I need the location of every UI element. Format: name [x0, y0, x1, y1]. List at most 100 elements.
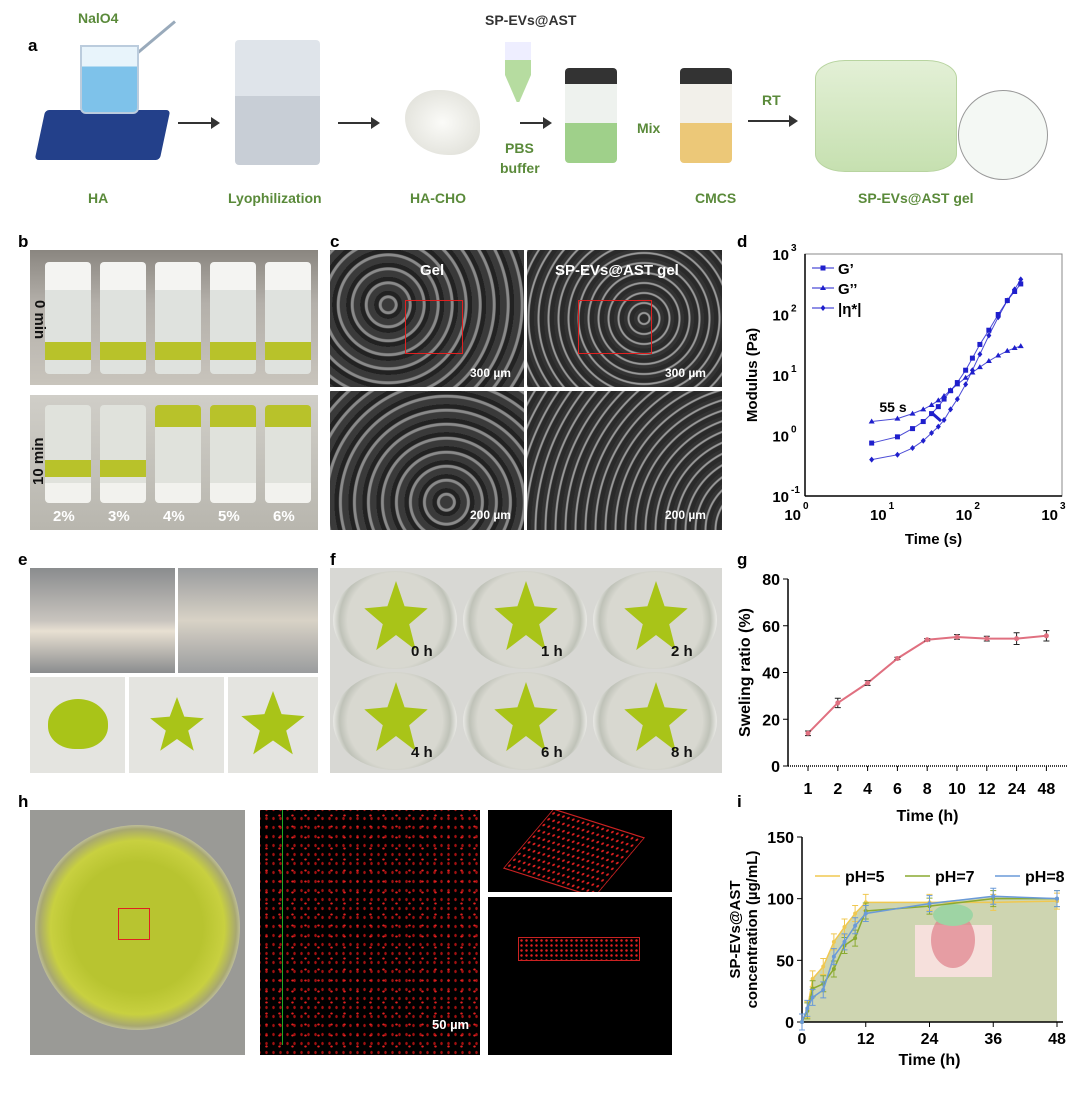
data-point	[910, 445, 916, 452]
x-tick-label: 10	[956, 507, 973, 524]
vial-inverted	[210, 405, 256, 503]
arrow-icon	[520, 117, 552, 129]
data-point	[865, 680, 871, 686]
annotation-55s: 55 s	[879, 399, 906, 415]
data-point	[894, 451, 900, 458]
finger-gel-photo-1	[30, 568, 175, 673]
x-axis-label: Time (s)	[905, 531, 962, 548]
time-label: 1 h	[541, 643, 563, 660]
x-tick-label: 6	[893, 781, 902, 798]
data-point	[962, 374, 969, 380]
x-tick-label: 12	[857, 1031, 875, 1048]
buffer-label: buffer	[500, 160, 540, 176]
panel-label-e: e	[18, 550, 28, 569]
vial-top	[45, 262, 91, 374]
vial-inverted	[100, 405, 146, 503]
data-point	[800, 1020, 804, 1024]
scale-bar-50: 50 µm	[432, 1017, 470, 1032]
series-line-2	[871, 279, 1022, 461]
data-point	[821, 964, 826, 969]
ha-label: HA	[88, 190, 109, 206]
y-tick-label: 50	[776, 953, 794, 970]
data-point	[984, 636, 990, 642]
data-point	[977, 341, 983, 347]
vial-top	[155, 262, 201, 374]
x-tick-label: 12	[978, 781, 996, 798]
time-label: 4 h	[411, 744, 433, 761]
zoom-circle-icon	[958, 90, 1048, 180]
data-point	[1018, 276, 1024, 283]
concentration-label: 5%	[218, 508, 240, 525]
data-point	[1004, 297, 1010, 304]
data-point	[963, 367, 969, 373]
data-point	[929, 429, 935, 436]
confocal-image	[260, 810, 480, 1055]
finger-gel-photo-2	[178, 568, 318, 673]
vial-inverted	[155, 405, 201, 503]
data-point	[909, 410, 916, 416]
confocal-3d-view	[488, 810, 672, 892]
gel-title: Gel	[420, 262, 445, 279]
panel-label-h: h	[18, 792, 29, 811]
beaker-icon	[80, 45, 139, 114]
data-point	[894, 434, 900, 440]
vial-top	[100, 262, 146, 374]
data-point	[986, 327, 992, 333]
y-axis-label-2: concentration (µg/mL)	[744, 851, 761, 1009]
data-point	[831, 954, 836, 959]
x-tick-label: 10	[1041, 507, 1058, 524]
data-point	[810, 976, 815, 981]
confocal-side-view	[488, 897, 672, 1055]
scale-bar-200: 200 µm	[470, 508, 511, 522]
data-point	[853, 923, 858, 928]
concentration-label: 4%	[163, 508, 185, 525]
x-tick-label: 24	[1008, 781, 1026, 798]
panel-label-a: a	[28, 36, 38, 55]
data-point	[920, 437, 926, 444]
sem-sp-gel-high-mag	[527, 391, 722, 530]
time-label: 8 h	[671, 744, 693, 761]
data-point	[835, 700, 841, 706]
sem-gel-low-mag	[330, 250, 524, 387]
lyophilizer-icon	[235, 40, 320, 165]
vial-inverted	[45, 405, 91, 503]
data-point	[1012, 286, 1018, 293]
concentration-label: 6%	[273, 508, 295, 525]
data-point	[810, 995, 815, 1000]
data-point	[842, 925, 847, 930]
scale-bar-300: 300 µm	[665, 366, 706, 380]
data-point	[991, 894, 996, 899]
ha-cho-powder-icon	[405, 90, 480, 155]
sp-evs-ast-label: SP-EVs@AST	[485, 12, 577, 28]
x-axis-label: Time (h)	[897, 808, 959, 825]
sem-sp-gel-low-mag	[527, 250, 722, 387]
data-point	[920, 406, 927, 412]
annotation-arrow	[932, 412, 942, 423]
data-point	[1055, 896, 1059, 901]
x-tick-label: 48	[1038, 781, 1056, 798]
x-tick-label: 36	[984, 1031, 1002, 1048]
y-tick-exp: -1	[791, 485, 800, 496]
data-point	[929, 411, 935, 417]
y-tick-exp: 0	[791, 425, 797, 436]
y-axis-label: Modulus (Pa)	[744, 328, 761, 422]
naio4-label: NalO4	[78, 10, 119, 26]
data-point	[869, 440, 875, 446]
y-tick-label: 20	[762, 712, 780, 729]
data-point	[985, 358, 992, 364]
data-point	[963, 381, 969, 388]
data-point	[831, 966, 836, 971]
arrow-icon	[338, 117, 380, 129]
sem-gel-high-mag	[330, 391, 524, 530]
data-point	[820, 265, 826, 271]
x-tick-label: 48	[1048, 1031, 1066, 1048]
data-point	[805, 1006, 810, 1011]
legend-label: G’	[838, 261, 854, 278]
data-point	[935, 397, 942, 403]
y-tick-label: 0	[785, 1015, 794, 1032]
panel-label-d: d	[737, 232, 748, 251]
data-point	[1018, 281, 1024, 287]
data-point	[928, 401, 935, 407]
